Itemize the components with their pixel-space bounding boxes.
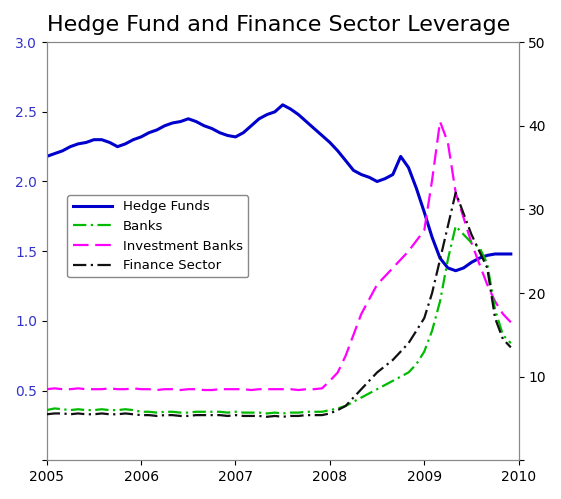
Hedge Funds	[43, 153, 50, 159]
Line: Investment Banks: Investment Banks	[47, 122, 511, 390]
Line: Hedge Funds: Hedge Funds	[47, 105, 511, 271]
Banks	[350, 399, 357, 405]
Investment Banks	[508, 319, 514, 325]
Banks	[67, 407, 73, 413]
Finance Sector	[508, 344, 514, 350]
Finance Sector	[232, 412, 239, 418]
Line: Finance Sector: Finance Sector	[47, 193, 511, 417]
Banks	[59, 406, 66, 412]
Legend: Hedge Funds, Banks, Investment Banks, Finance Sector: Hedge Funds, Banks, Investment Banks, Fi…	[67, 195, 248, 277]
Finance Sector	[59, 411, 66, 417]
Finance Sector	[162, 412, 168, 418]
Hedge Funds	[162, 123, 168, 129]
Banks	[264, 411, 270, 417]
Investment Banks	[209, 387, 215, 393]
Investment Banks	[476, 261, 482, 267]
Banks	[358, 395, 365, 401]
Finance Sector	[43, 411, 50, 417]
Finance Sector	[452, 190, 459, 196]
Banks	[43, 407, 50, 413]
Finance Sector	[350, 395, 357, 401]
Finance Sector	[264, 414, 270, 420]
Hedge Funds	[193, 119, 200, 125]
Banks	[162, 409, 168, 415]
Investment Banks	[154, 387, 160, 393]
Investment Banks	[122, 386, 128, 392]
Hedge Funds	[508, 251, 514, 257]
Text: Hedge Fund and Finance Sector Leverage: Hedge Fund and Finance Sector Leverage	[47, 15, 510, 35]
Investment Banks	[436, 119, 443, 125]
Hedge Funds	[279, 102, 286, 108]
Hedge Funds	[201, 123, 208, 129]
Finance Sector	[67, 411, 73, 417]
Line: Banks: Banks	[47, 226, 511, 414]
Investment Banks	[499, 311, 506, 317]
Hedge Funds	[122, 141, 128, 147]
Banks	[508, 340, 514, 346]
Hedge Funds	[342, 158, 349, 164]
Investment Banks	[43, 386, 50, 392]
Finance Sector	[358, 386, 365, 392]
Hedge Funds	[452, 268, 459, 274]
Banks	[452, 223, 459, 229]
Hedge Funds	[177, 119, 184, 125]
Investment Banks	[90, 386, 97, 392]
Banks	[232, 409, 239, 415]
Investment Banks	[145, 386, 152, 392]
